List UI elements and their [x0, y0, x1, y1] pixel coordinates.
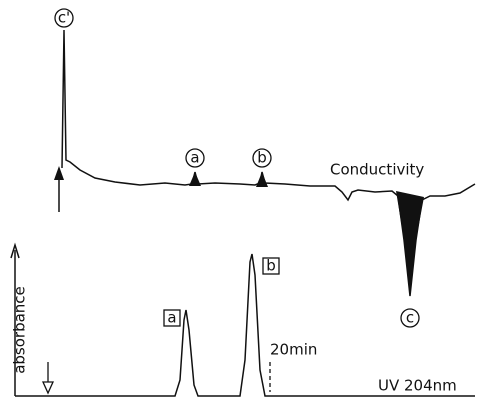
peak-c-fill — [396, 191, 424, 296]
label-box — [163, 309, 181, 327]
trace-label: UV 204nm — [378, 377, 457, 395]
label-circle — [400, 308, 420, 328]
injection-arrowhead — [41, 381, 55, 395]
label-circle — [185, 148, 205, 168]
peak-label: a — [167, 309, 176, 327]
time-marker-label: 20min — [270, 341, 317, 359]
label-circle — [54, 8, 74, 28]
label-box — [262, 257, 280, 275]
trace-label: Conductivity — [330, 161, 424, 179]
peak-label: c — [406, 309, 414, 327]
y-axis-arrow — [10, 242, 20, 259]
peak-label: a — [190, 149, 199, 167]
peak-label: b — [266, 257, 276, 275]
peak-label: c' — [58, 9, 70, 27]
injection-arrowhead — [54, 166, 64, 180]
label-circle — [252, 148, 272, 168]
peak-b-fill — [256, 172, 268, 187]
peak-label: b — [257, 149, 267, 167]
uv-trace — [15, 253, 475, 397]
y-axis-label: absorbance — [11, 286, 29, 374]
peak-a-fill — [189, 172, 201, 186]
